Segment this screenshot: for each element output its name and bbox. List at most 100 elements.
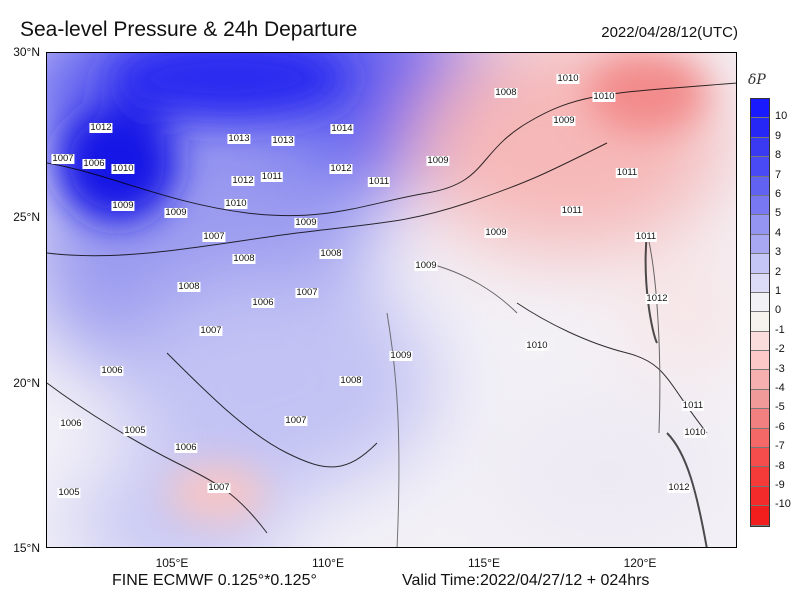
colorbar-band — [751, 254, 769, 274]
colorbar-tick-label: 3 — [775, 246, 782, 259]
forecast-date: 2022/04/28/12(UTC) — [601, 24, 738, 41]
colorbar-title: δP — [748, 72, 766, 88]
colorbar-tick-label: 9 — [775, 129, 782, 142]
contour-label: 1005 — [123, 425, 147, 436]
colorbar-band — [751, 118, 769, 138]
colorbar-tick-label: -8 — [775, 459, 785, 472]
contour-label: 1006 — [100, 365, 124, 376]
contour-label: 1007 — [207, 482, 231, 493]
colorbar-band — [751, 331, 769, 352]
colorbar-tick-label: -3 — [775, 362, 785, 375]
colorbar-band — [751, 157, 769, 177]
contour-label: 1008 — [232, 253, 256, 264]
contour-label: 1012 — [329, 163, 353, 174]
colorbar-band — [751, 99, 769, 119]
lon-label: 120°E — [623, 556, 657, 570]
contour-label: 1010 — [592, 91, 616, 102]
map-field — [47, 53, 736, 547]
colorbar-tick-label: 1 — [775, 285, 782, 297]
colorbar-tick-label: -9 — [775, 479, 785, 491]
colorbar-band — [751, 370, 769, 390]
contour-label: 1013 — [227, 133, 251, 144]
lon-label: 110°E — [312, 556, 344, 570]
contour-label: 1009 — [111, 200, 135, 211]
colorbar-band — [751, 409, 769, 429]
lon-label: 105°E — [155, 556, 189, 570]
colorbar-band — [751, 448, 769, 468]
colorbar-tick-label: 8 — [775, 149, 782, 162]
colorbar-band — [751, 292, 769, 313]
contour-label: 1006 — [59, 418, 83, 429]
colorbar-tick-label: -2 — [775, 343, 785, 356]
colorbar-band — [751, 137, 769, 158]
contour-label: 1012 — [89, 122, 113, 133]
pressure-map: 1012 1007 1006 1010 1009 1013 1013 1014 1011 1012… — [46, 52, 737, 548]
colorbar-tick-label: -7 — [775, 440, 785, 453]
colorbar-tick-label: 0 — [775, 304, 782, 317]
lon-label: 115°E — [468, 556, 500, 570]
contour-label: 1006 — [174, 442, 198, 453]
contour-label: 1010 — [111, 163, 135, 174]
contour-label: 1007 — [284, 415, 308, 426]
contour-label: 1007 — [295, 287, 319, 298]
colorbar-tick-label: -5 — [775, 401, 785, 414]
contour-label: 1009 — [294, 217, 318, 228]
contour-label: 1008 — [339, 375, 363, 386]
colorbar — [750, 98, 770, 527]
contour-label: 1009 — [414, 260, 438, 271]
colorbar-band — [751, 234, 769, 255]
contour-label: 1009 — [552, 115, 576, 126]
colorbar-band — [751, 215, 769, 235]
contour-label: 1008 — [494, 87, 518, 98]
colorbar-band — [751, 506, 769, 526]
contour-label: 1011 — [681, 400, 705, 411]
contour-label: 1010 — [525, 340, 549, 351]
contour-label: 1011 — [615, 167, 639, 178]
colorbar-tick-label: -1 — [775, 323, 785, 336]
contour-label: 1008 — [319, 248, 343, 259]
colorbar-band — [751, 312, 769, 332]
contour-label: 1009 — [389, 350, 413, 361]
colorbar-band — [751, 273, 769, 293]
colorbar-band — [751, 428, 769, 449]
colorbar-band — [751, 176, 769, 196]
contour-label: 1007 — [51, 153, 75, 164]
colorbar-tick-label: 4 — [775, 226, 782, 239]
contour-label: 1011 — [260, 171, 284, 182]
contour-label: 1006 — [82, 158, 106, 169]
colorbar-tick-label: -6 — [775, 420, 785, 433]
contour-label: 1005 — [57, 487, 81, 498]
colorbar-tick-label: -10 — [775, 498, 791, 511]
colorbar-tick-label: 2 — [775, 265, 782, 278]
colorbar-tick-label: 10 — [775, 110, 788, 123]
contour-label: 1008 — [177, 281, 201, 292]
colorbar-tick-label: 7 — [775, 168, 782, 181]
model-info: FINE ECMWF 0.125°*0.125° — [112, 572, 317, 589]
colorbar-tick-label: -4 — [775, 382, 785, 394]
contour-label: 1006 — [251, 297, 275, 308]
colorbar-band — [751, 467, 769, 487]
contour-label: 1012 — [645, 293, 669, 304]
contour-label: 1009 — [484, 227, 508, 238]
contour-label: 1012 — [231, 175, 255, 186]
contour-label: 1012 — [667, 482, 691, 493]
contour-label: 1013 — [271, 135, 295, 146]
contour-label: 1011 — [367, 176, 391, 187]
chart-title: Sea-level Pressure & 24h Departure — [20, 18, 358, 41]
colorbar-tick-label: 5 — [775, 207, 782, 220]
lat-label: 15°N — [13, 541, 40, 555]
contour-label: 1011 — [634, 231, 658, 242]
lat-label: 25°N — [13, 210, 40, 224]
colorbar-tick-label: 6 — [775, 188, 782, 200]
contour-label: 1010 — [683, 427, 707, 438]
colorbar-band — [751, 389, 769, 410]
contour-label: 1009 — [164, 207, 188, 218]
contour-label: 1010 — [556, 73, 580, 84]
contour-label: 1007 — [199, 325, 223, 336]
colorbar-band — [751, 486, 769, 507]
contour-label: 1014 — [330, 123, 354, 134]
colorbar-band — [751, 195, 769, 216]
lat-label: 20°N — [13, 376, 40, 390]
colorbar-band — [751, 351, 769, 371]
contour-label: 1011 — [560, 205, 584, 216]
